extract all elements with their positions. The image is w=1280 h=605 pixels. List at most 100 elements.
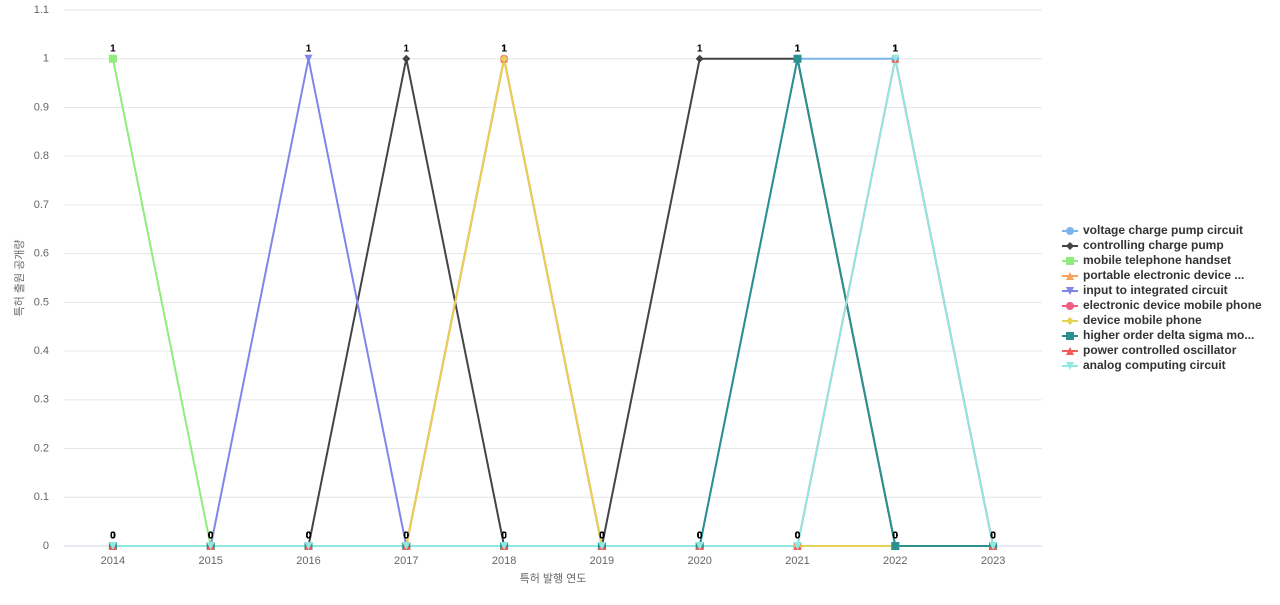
legend-label[interactable]: power controlled oscillator xyxy=(1083,343,1237,357)
data-label: 0 xyxy=(795,531,801,542)
data-label: 0 xyxy=(990,531,996,542)
data-label: 1 xyxy=(110,43,116,54)
data-label: 0 xyxy=(893,531,899,542)
data-label: 0 xyxy=(110,531,116,542)
data-label: 0 xyxy=(795,531,801,542)
data-label: 0 xyxy=(110,531,116,542)
data-label: 0 xyxy=(501,531,507,542)
x-tick-label: 2020 xyxy=(687,555,711,567)
data-label: 0 xyxy=(110,531,116,542)
legend-marker xyxy=(1066,227,1074,235)
data-label: 1 xyxy=(501,43,507,54)
data-label: 0 xyxy=(306,531,312,542)
data-label: 0 xyxy=(110,531,116,542)
legend-marker xyxy=(1066,272,1074,280)
data-point xyxy=(793,54,802,63)
x-tick-label: 2018 xyxy=(492,555,516,567)
legend-label[interactable]: mobile telephone handset xyxy=(1083,253,1231,267)
data-label: 0 xyxy=(893,531,899,542)
data-label: 0 xyxy=(404,531,410,542)
data-label: 0 xyxy=(208,531,214,542)
data-label: 1 xyxy=(893,43,899,54)
y-tick-label: 0.2 xyxy=(34,442,49,454)
legend-label[interactable]: device mobile phone xyxy=(1083,313,1202,327)
data-label: 0 xyxy=(306,531,312,542)
data-label: 0 xyxy=(501,531,507,542)
legend-marker xyxy=(1066,302,1074,310)
data-label: 0 xyxy=(893,531,899,542)
data-label: 0 xyxy=(501,531,507,542)
legend-label[interactable]: controlling charge pump xyxy=(1083,238,1224,252)
data-label: 0 xyxy=(990,531,996,542)
data-label: 0 xyxy=(795,531,801,542)
data-label: 1 xyxy=(404,43,410,54)
data-point xyxy=(402,54,411,63)
data-point xyxy=(206,542,215,550)
legend-label[interactable]: input to integrated circuit xyxy=(1083,283,1228,297)
data-label: 1 xyxy=(893,43,899,54)
data-label: 0 xyxy=(697,531,703,542)
data-label: 0 xyxy=(404,531,410,542)
data-label: 0 xyxy=(208,531,214,542)
data-label: 0 xyxy=(893,531,899,542)
data-label: 0 xyxy=(501,531,507,542)
data-label: 0 xyxy=(306,531,312,542)
data-label: 0 xyxy=(893,531,899,542)
legend-marker xyxy=(1066,242,1074,250)
data-label: 0 xyxy=(697,531,703,542)
y-tick-label: 0.1 xyxy=(34,491,49,503)
data-label: 0 xyxy=(697,531,703,542)
data-point xyxy=(695,54,704,63)
data-label: 0 xyxy=(599,531,605,542)
data-label: 0 xyxy=(306,531,312,542)
data-label: 0 xyxy=(208,531,214,542)
data-label: 0 xyxy=(697,531,703,542)
y-tick-label: 1.1 xyxy=(34,4,49,16)
data-label: 0 xyxy=(208,531,214,542)
data-label: 0 xyxy=(697,531,703,542)
data-label: 0 xyxy=(110,531,116,542)
legend-label[interactable]: voltage charge pump circuit xyxy=(1083,223,1243,237)
legend-label[interactable]: electronic device mobile phone xyxy=(1083,298,1262,312)
x-tick-label: 2016 xyxy=(296,555,320,567)
data-label: 0 xyxy=(306,531,312,542)
data-label: 0 xyxy=(404,531,410,542)
data-point xyxy=(402,542,411,550)
x-axis-title: 특허 발행 연도 xyxy=(520,572,587,585)
y-tick-label: 0.6 xyxy=(34,248,49,260)
legend-label[interactable]: portable electronic device ... xyxy=(1083,268,1244,282)
data-label: 0 xyxy=(599,531,605,542)
data-label: 0 xyxy=(697,531,703,542)
data-label: 1 xyxy=(306,43,312,54)
legend-label[interactable]: analog computing circuit xyxy=(1083,358,1226,372)
data-point xyxy=(108,54,117,63)
data-label: 0 xyxy=(599,531,605,542)
data-label: 0 xyxy=(697,531,703,542)
y-tick-label: 0.9 xyxy=(34,101,49,113)
data-label: 0 xyxy=(404,531,410,542)
data-label: 0 xyxy=(599,531,605,542)
data-point xyxy=(989,542,998,550)
x-tick-label: 2014 xyxy=(101,555,125,567)
data-label: 0 xyxy=(795,531,801,542)
data-label: 0 xyxy=(110,531,116,542)
data-label: 0 xyxy=(404,531,410,542)
x-tick-label: 2015 xyxy=(198,555,222,567)
data-point xyxy=(793,542,802,550)
data-label: 0 xyxy=(501,531,507,542)
data-label: 0 xyxy=(404,531,410,542)
data-label: 0 xyxy=(110,531,116,542)
x-tick-label: 2017 xyxy=(394,555,418,567)
data-label: 0 xyxy=(110,531,116,542)
legend-marker xyxy=(1066,347,1074,355)
data-label: 0 xyxy=(306,531,312,542)
data-label: 1 xyxy=(501,43,507,54)
data-label: 1 xyxy=(501,43,507,54)
data-label: 0 xyxy=(306,531,312,542)
y-tick-label: 0 xyxy=(43,540,49,552)
data-label: 0 xyxy=(306,531,312,542)
legend-label[interactable]: higher order delta sigma mo... xyxy=(1083,328,1254,342)
legend-marker xyxy=(1066,287,1074,295)
data-label: 0 xyxy=(599,531,605,542)
